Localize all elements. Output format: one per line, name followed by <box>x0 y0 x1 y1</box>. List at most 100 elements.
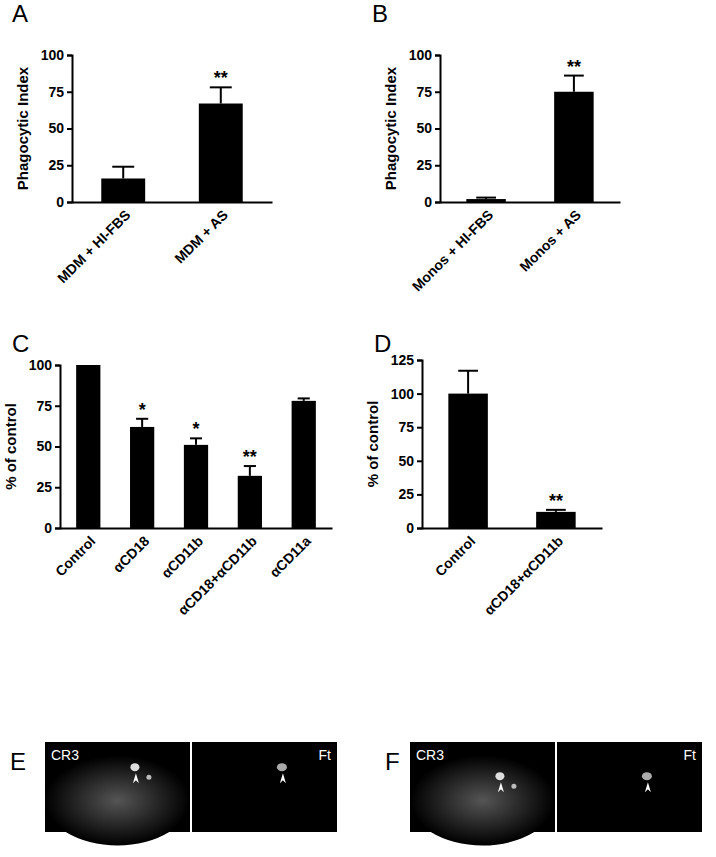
channel-label: Ft <box>319 747 332 763</box>
x-tick-label: MDM + AS <box>171 207 231 267</box>
y-tick: 25 <box>398 486 422 502</box>
bacterium <box>277 763 287 771</box>
y-tick: 0 <box>406 520 422 536</box>
y-tick-mark <box>67 165 72 167</box>
y-axis-line <box>67 56 73 203</box>
y-tick: 75 <box>48 84 72 100</box>
micrograph: Ft <box>557 742 702 832</box>
y-axis: 0 25 50 75 100 <box>409 47 441 210</box>
micrograph-background <box>557 742 702 832</box>
x-tick: MDM + HI-FBS <box>54 202 133 286</box>
y-tick-label: 50 <box>416 120 432 136</box>
significance: ** <box>214 68 228 88</box>
y-tick-label: 100 <box>41 47 65 63</box>
bright-spot <box>511 784 516 789</box>
y-axis-line <box>435 56 441 203</box>
x-tick-label: αCD18+αCD11b <box>481 533 566 618</box>
panel: 0255075100125ControlαCD18+αCD11b% of con… <box>364 352 603 618</box>
x-tick-label: αCD11a <box>266 533 314 581</box>
y-axis-title: Phagocytic Index <box>382 66 399 190</box>
panel: 0255075100Monos + HI-FBSMonos + ASPhagoc… <box>382 47 621 294</box>
y-tick: 50 <box>36 438 60 454</box>
y-tick-mark <box>435 128 440 130</box>
bar <box>238 476 262 528</box>
y-tick-label: 0 <box>44 520 52 536</box>
arrowhead <box>133 773 139 783</box>
y-tick-mark <box>55 487 60 489</box>
error-bar-cap <box>112 166 134 168</box>
x-tick-label: αCD18+αCD11b <box>175 533 260 618</box>
error-bar-line <box>220 87 222 103</box>
y-tick-label: 100 <box>29 357 53 373</box>
error-bar-line <box>141 419 143 427</box>
panel-label: A <box>12 0 28 27</box>
plot-area <box>466 76 593 202</box>
panel-label: F <box>385 748 400 775</box>
significance: ** <box>567 57 581 77</box>
x-tick: αCD11a <box>266 528 314 580</box>
y-tick: 100 <box>29 357 60 373</box>
y-tick-label: 25 <box>398 486 414 502</box>
y-tick-label: 100 <box>391 386 415 402</box>
bright-spot <box>146 775 151 780</box>
y-tick-mark <box>67 91 72 93</box>
y-tick-label: 25 <box>416 157 432 173</box>
y-tick-mark <box>435 91 440 93</box>
plot-area <box>101 87 242 202</box>
y-tick-mark <box>417 393 422 395</box>
y-tick-mark <box>435 55 440 57</box>
y-tick-label: 25 <box>36 479 52 495</box>
panel: 0255075100MDM + HI-FBSMDM + ASPhagocytic… <box>14 47 273 286</box>
y-tick-label: 100 <box>409 47 433 63</box>
y-tick: 100 <box>41 47 72 63</box>
y-tick-label: 0 <box>406 520 414 536</box>
panel: 0255075100ControlαCD18αCD11bαCD18+αCD11b… <box>2 357 333 618</box>
y-tick-label: 75 <box>416 84 432 100</box>
x-tick-label: αCD11b <box>158 533 206 581</box>
plot-area <box>448 371 575 528</box>
panel-label: D <box>374 330 391 357</box>
bar <box>536 512 576 528</box>
y-tick: 75 <box>398 419 422 435</box>
error-bar-line <box>249 466 251 476</box>
x-tick-label: Control <box>432 533 479 580</box>
error-bar <box>112 167 134 179</box>
channel-label: CR3 <box>51 747 79 763</box>
bacterium <box>130 763 139 771</box>
y-tick-mark <box>67 128 72 130</box>
error-bar-line <box>573 76 575 92</box>
bar <box>130 427 154 528</box>
y-tick: 0 <box>424 194 440 210</box>
y-tick-mark <box>55 528 60 530</box>
y-tick-mark <box>435 165 440 167</box>
micrograph: CR3 <box>410 742 555 846</box>
error-bar-line <box>122 167 124 179</box>
y-axis: 0 25 50 75 100 <box>29 357 61 536</box>
y-tick-label: 50 <box>36 438 52 454</box>
x-tick: MDM + AS <box>171 202 231 266</box>
error-bar <box>82 365 94 366</box>
y-tick-mark <box>67 55 72 57</box>
significance: ** <box>549 491 563 511</box>
x-axis-line <box>73 202 273 204</box>
y-tick-label: 50 <box>48 120 64 136</box>
y-tick-mark <box>417 427 422 429</box>
error-bar-line <box>467 371 469 394</box>
y-axis-line <box>417 361 423 529</box>
y-tick-label: 75 <box>36 398 52 414</box>
error-bar <box>476 198 496 199</box>
y-tick: 0 <box>44 520 60 536</box>
error-bar <box>458 371 478 394</box>
channel-label: Ft <box>684 747 697 763</box>
y-tick-mark <box>417 360 422 362</box>
error-bar <box>564 76 584 92</box>
x-tick: Control <box>432 528 479 579</box>
x-tick: αCD18+αCD11b <box>175 528 260 618</box>
y-tick: 25 <box>36 479 60 495</box>
bar <box>199 104 243 202</box>
error-bar-cap <box>458 370 478 372</box>
arrowhead <box>280 773 286 783</box>
error-bar-cap <box>82 365 94 366</box>
bacterium <box>495 772 504 780</box>
error-bar-cap <box>476 197 496 199</box>
